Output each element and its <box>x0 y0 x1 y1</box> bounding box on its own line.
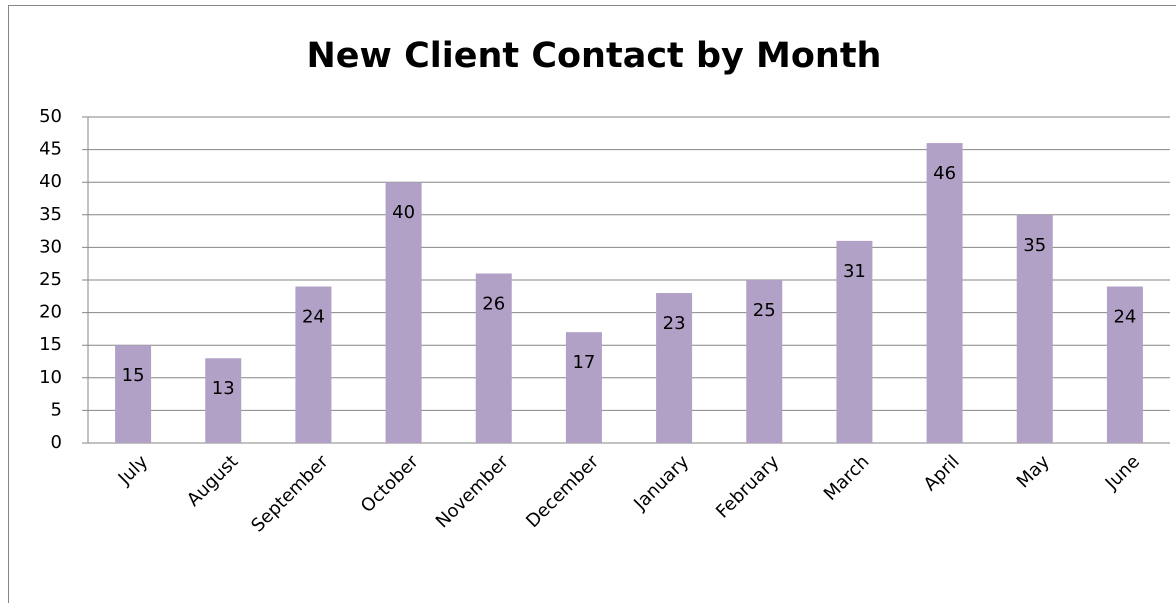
bar <box>1106 286 1143 443</box>
data-label: 31 <box>843 261 866 282</box>
data-label: 23 <box>663 313 686 334</box>
bar <box>205 358 242 443</box>
y-tick-label: 25 <box>39 269 62 290</box>
y-tick-label: 40 <box>39 171 62 192</box>
y-tick-label: 50 <box>39 106 62 127</box>
chart-title: New Client Contact by Month <box>307 36 882 76</box>
bar <box>115 345 152 443</box>
data-label: 26 <box>482 293 505 314</box>
y-tick-label: 35 <box>39 204 62 225</box>
y-tick-label: 20 <box>39 302 62 323</box>
data-label: 40 <box>392 202 415 223</box>
bar <box>385 182 422 443</box>
data-label: 25 <box>753 300 776 321</box>
bar <box>656 293 693 443</box>
data-label: 15 <box>122 365 145 386</box>
bar <box>746 280 783 443</box>
data-label: 46 <box>933 163 956 184</box>
data-label: 35 <box>1023 235 1046 256</box>
bar <box>926 143 963 443</box>
bar <box>565 332 602 443</box>
y-tick-label: 10 <box>39 367 62 388</box>
data-label: 24 <box>302 307 325 328</box>
bar <box>475 273 512 443</box>
chart-frame <box>8 5 1176 603</box>
y-tick-label: 15 <box>39 334 62 355</box>
y-tick-label: 45 <box>39 139 62 160</box>
data-label: 24 <box>1113 307 1136 328</box>
bar <box>836 240 873 443</box>
bar <box>1016 214 1053 443</box>
y-tick-label: 30 <box>39 236 62 257</box>
y-tick-label: 0 <box>51 432 62 453</box>
data-label: 17 <box>572 352 595 373</box>
y-tick-label: 5 <box>51 399 62 420</box>
bar <box>295 286 332 443</box>
data-label: 13 <box>212 378 235 399</box>
